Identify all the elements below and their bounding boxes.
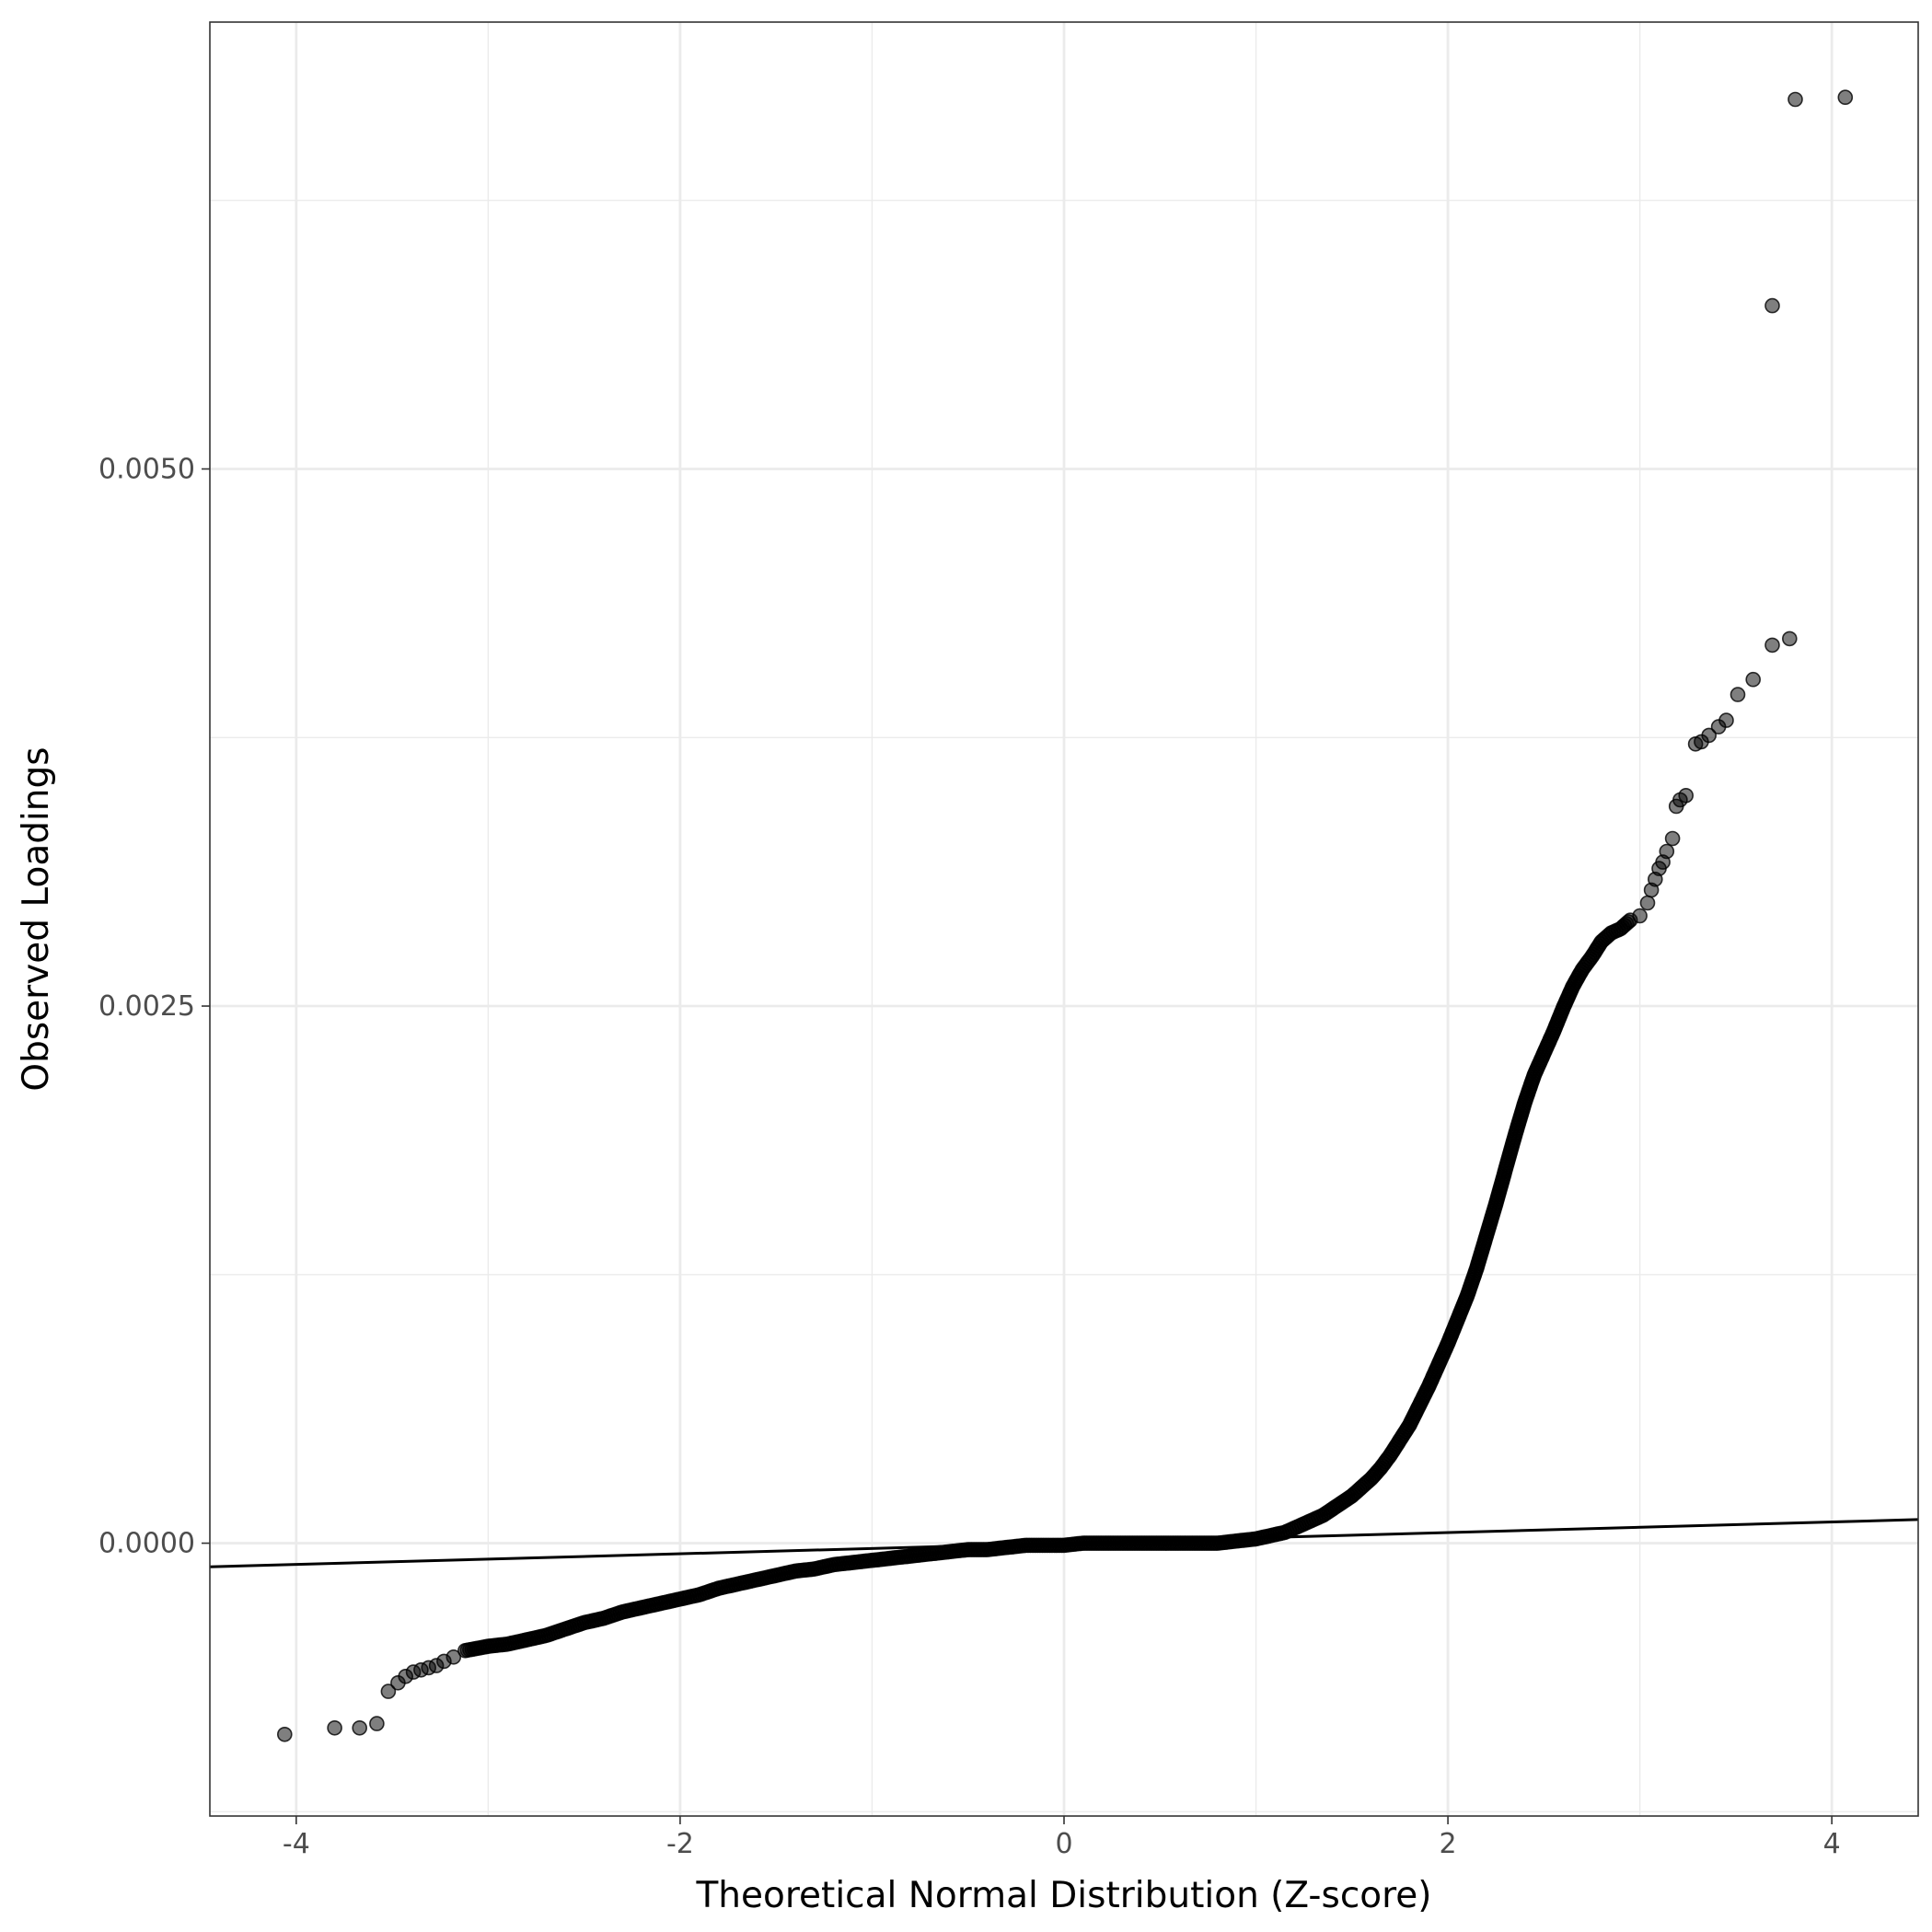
data-point <box>1718 712 1734 728</box>
y-tick-label: 0.0000 <box>98 1528 195 1560</box>
data-point <box>1730 687 1746 702</box>
x-tick-label: -2 <box>666 1828 694 1860</box>
data-point <box>1787 91 1803 108</box>
y-axis-title: Observed Loadings <box>16 746 57 1091</box>
x-tick-label: 4 <box>1823 1828 1841 1860</box>
data-point <box>1701 727 1717 744</box>
data-point <box>1639 895 1656 911</box>
y-tick-label: 0.0050 <box>98 453 195 485</box>
y-tick-label: 0.0025 <box>98 990 195 1023</box>
plot-panel <box>209 21 1919 1817</box>
data-point <box>1764 297 1780 314</box>
data-point <box>369 1716 385 1731</box>
data-point <box>352 1720 368 1736</box>
data-point <box>1632 908 1648 924</box>
data-points <box>276 89 1854 1742</box>
x-tick-label: 0 <box>1055 1828 1072 1860</box>
data-point <box>1745 671 1761 688</box>
data-point <box>276 1727 293 1742</box>
data-point <box>445 1649 462 1665</box>
x-axis-ticks: -4 -2 0 2 4 <box>283 1816 1841 1860</box>
x-tick-label: 2 <box>1440 1828 1457 1860</box>
data-point <box>1764 637 1780 654</box>
x-tick-label: -4 <box>283 1828 310 1860</box>
x-axis-title: Theoretical Normal Distribution (Z-score… <box>695 1875 1431 1916</box>
data-point <box>1659 843 1675 860</box>
y-axis-ticks: 0.0000 0.0025 0.0050 <box>98 453 210 1560</box>
data-point <box>1664 830 1681 847</box>
major-gridlines <box>210 22 1918 1816</box>
data-point <box>380 1683 397 1699</box>
data-point <box>1782 631 1798 647</box>
data-point <box>1678 787 1694 804</box>
data-point <box>327 1720 342 1736</box>
reference-line <box>209 1518 1919 1568</box>
data-point <box>1837 89 1854 105</box>
